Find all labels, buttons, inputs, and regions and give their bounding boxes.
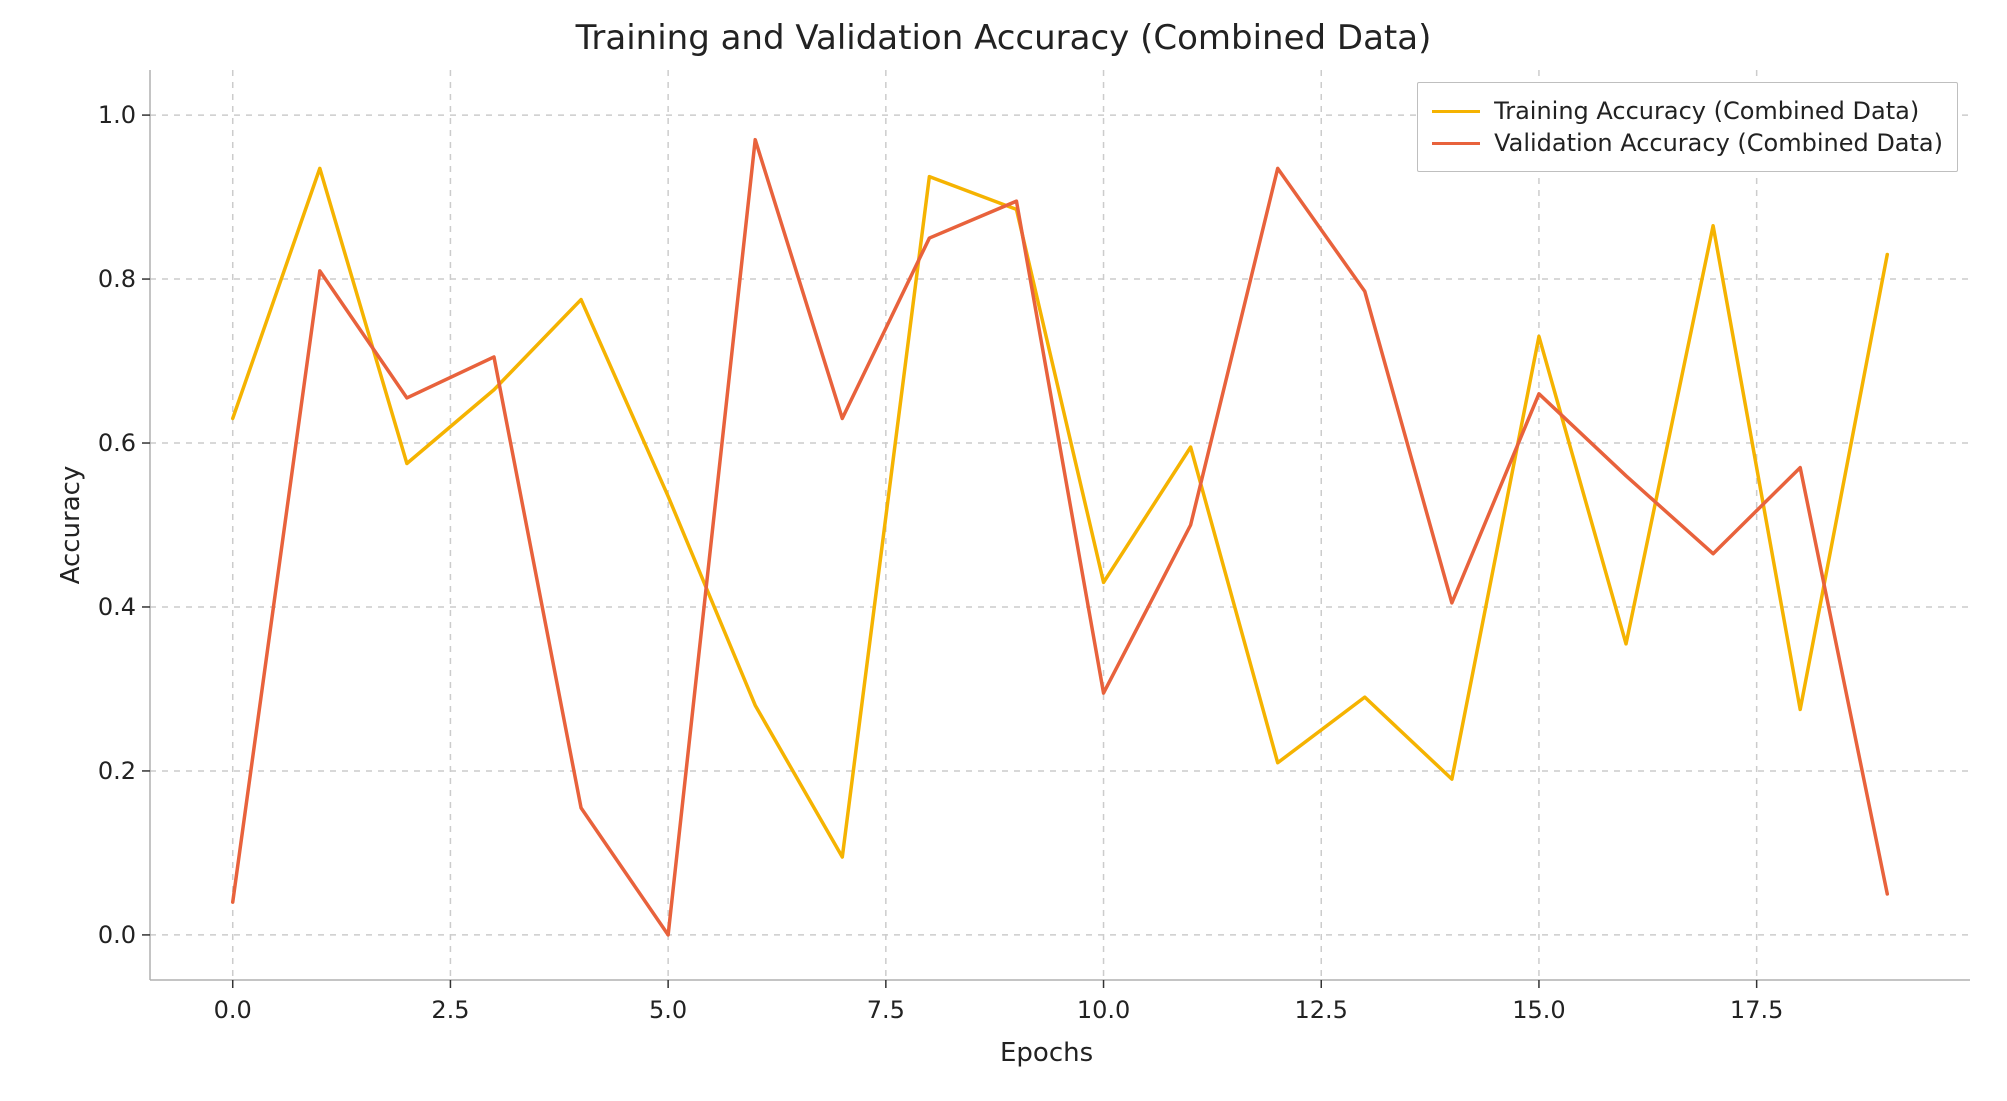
legend-item: Validation Accuracy (Combined Data) bbox=[1432, 129, 1943, 157]
legend-label: Validation Accuracy (Combined Data) bbox=[1494, 129, 1943, 157]
accuracy-chart: Training and Validation Accuracy (Combin… bbox=[0, 0, 2007, 1101]
x-tick-label: 17.5 bbox=[1727, 996, 1787, 1024]
x-tick-label: 7.5 bbox=[856, 996, 916, 1024]
chart-legend: Training Accuracy (Combined Data) Validat… bbox=[1417, 82, 1958, 172]
y-tick-label: 0.6 bbox=[98, 429, 136, 457]
x-tick-label: 12.5 bbox=[1291, 996, 1351, 1024]
legend-swatch bbox=[1432, 110, 1480, 113]
x-tick-label: 0.0 bbox=[203, 996, 263, 1024]
legend-swatch bbox=[1432, 142, 1480, 145]
legend-label: Training Accuracy (Combined Data) bbox=[1494, 97, 1919, 125]
x-tick-label: 15.0 bbox=[1509, 996, 1569, 1024]
y-tick-label: 0.8 bbox=[98, 265, 136, 293]
x-tick-label: 5.0 bbox=[638, 996, 698, 1024]
y-tick-label: 0.2 bbox=[98, 757, 136, 785]
y-tick-label: 0.4 bbox=[98, 593, 136, 621]
y-tick-label: 0.0 bbox=[98, 921, 136, 949]
y-tick-label: 1.0 bbox=[98, 101, 136, 129]
legend-item: Training Accuracy (Combined Data) bbox=[1432, 97, 1943, 125]
x-tick-label: 2.5 bbox=[420, 996, 480, 1024]
x-tick-label: 10.0 bbox=[1074, 996, 1134, 1024]
